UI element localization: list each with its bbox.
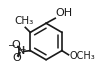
Text: O: O	[12, 40, 21, 50]
Text: OCH₃: OCH₃	[70, 51, 95, 61]
Text: −: −	[7, 40, 15, 49]
Text: +: +	[19, 45, 26, 54]
Text: CH₃: CH₃	[14, 16, 34, 26]
Text: OH: OH	[56, 8, 73, 18]
Text: O: O	[12, 53, 21, 63]
Text: N: N	[17, 46, 25, 56]
